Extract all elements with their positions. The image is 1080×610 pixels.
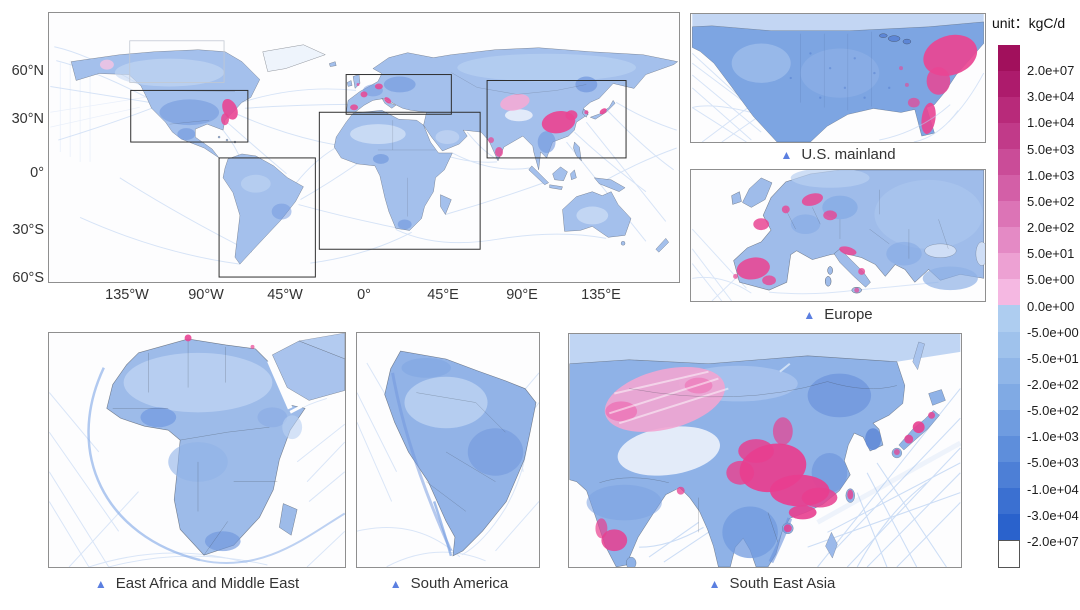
colorbar-segment	[998, 279, 1020, 306]
colorbar-segment	[998, 149, 1020, 176]
colorbar-tick-label: -1.0e+03	[1027, 429, 1079, 445]
colorbar-segment	[998, 305, 1020, 332]
colorbar-tick-label: 5.0e+02	[1027, 193, 1075, 209]
colorbar-segment	[998, 227, 1020, 254]
x-axis-tick-label: 90°E	[506, 287, 538, 303]
east-africa-map-image	[49, 333, 345, 567]
x-axis-tick-label: 0°	[357, 287, 371, 303]
colorbar-segment	[998, 409, 1020, 436]
colorbar-tick-label: 2.0e+02	[1027, 220, 1075, 236]
colorbar-segment	[998, 45, 1020, 72]
south-east-asia-panel	[568, 333, 962, 568]
colorbar-tick-label: -5.0e+03	[1027, 455, 1079, 471]
colorbar-segment	[998, 175, 1020, 202]
east-africa-label-text: East Africa and Middle East	[115, 575, 300, 592]
triangle-marker-icon: ▲	[780, 147, 793, 162]
south-east-asia-map-image	[569, 334, 961, 567]
colorbar-tick-label: 0.0e+00	[1027, 298, 1075, 314]
colorbar-segment	[998, 331, 1020, 358]
x-axis-tick-label: 135°E	[581, 287, 621, 303]
colorbar-segment	[998, 383, 1020, 410]
europe-label-text: Europe	[824, 306, 873, 323]
colorbar-segment	[998, 435, 1020, 462]
colorbar-segment	[998, 539, 1020, 568]
south-america-label: ▲ South America	[390, 575, 508, 592]
colorbar-tick-label: 1.0e+04	[1027, 115, 1075, 131]
east-africa-middle-east-panel	[48, 332, 346, 568]
colorbar-tick-label: 5.0e+03	[1027, 141, 1075, 157]
us-mainland-panel	[690, 13, 986, 143]
colorbar-segment	[998, 487, 1020, 514]
x-axis-tick-label: 135°W	[105, 287, 149, 303]
y-axis-tick-label: 30°N	[11, 111, 44, 127]
colorbar-tick-label: -5.0e+00	[1027, 324, 1079, 340]
south-east-asia-label: ▲ South East Asia	[709, 575, 836, 592]
us-mainland-label: ▲ U.S. mainland	[780, 146, 895, 163]
europe-panel	[690, 169, 986, 302]
triangle-marker-icon: ▲	[803, 307, 816, 322]
colorbar-tick-label: -3.0e+04	[1027, 507, 1079, 523]
colorbar-tick-label: -5.0e+01	[1027, 350, 1079, 366]
world-map-image	[50, 13, 679, 282]
europe-map-image	[691, 170, 985, 301]
triangle-marker-icon: ▲	[708, 576, 721, 591]
y-axis-tick-label: 60°N	[11, 63, 44, 79]
us-mainland-map-image	[691, 14, 985, 142]
y-axis-tick-label: 60°S	[12, 270, 44, 286]
triangle-marker-icon: ▲	[94, 576, 107, 591]
colorbar-tick-label: 5.0e+01	[1027, 246, 1075, 262]
europe-label: ▲ Europe	[803, 306, 872, 323]
colorbar-tick-label: 2.0e+07	[1027, 63, 1075, 79]
south-east-asia-label-text: South East Asia	[729, 575, 836, 592]
south-america-label-text: South America	[410, 575, 509, 592]
colorbar-segment	[998, 253, 1020, 280]
triangle-marker-icon: ▲	[389, 576, 402, 591]
colorbar-tick-label: 5.0e+00	[1027, 272, 1075, 288]
x-axis-tick-label: 45°E	[427, 287, 459, 303]
south-america-panel	[356, 332, 540, 568]
colorbar-segment	[998, 123, 1020, 150]
colorbar-segment	[998, 71, 1020, 98]
x-axis-tick-label: 90°W	[188, 287, 224, 303]
world-map-panel	[48, 12, 680, 283]
colorbar-segment	[998, 461, 1020, 488]
south-america-map-image	[357, 333, 539, 567]
colorbar-segments	[998, 45, 1020, 568]
colorbar-tick-label: -1.0e+04	[1027, 481, 1079, 497]
colorbar-tick-label: -5.0e+02	[1027, 403, 1079, 419]
colorbar-tick-label: -2.0e+07	[1027, 533, 1079, 549]
colorbar-ticks: 2.0e+07 3.0e+04 1.0e+04 5.0e+03 1.0e+03 5.0e+…	[1027, 45, 1080, 568]
us-mainland-label-text: U.S. mainland	[801, 146, 896, 163]
colorbar-tick-label: 1.0e+03	[1027, 167, 1075, 183]
x-axis-tick-label: 45°W	[267, 287, 303, 303]
east-africa-label: ▲ East Africa and Middle East	[95, 575, 299, 592]
colorbar-segment	[998, 357, 1020, 384]
colorbar-segment	[998, 513, 1020, 540]
legend-unit-label: unit：kgC/d	[992, 15, 1066, 31]
colorbar-tick-label: 3.0e+04	[1027, 89, 1075, 105]
y-axis-tick-label: 30°S	[12, 222, 44, 238]
colorbar-segment	[998, 201, 1020, 228]
y-axis-tick-label: 0°	[30, 165, 44, 181]
colorbar-segment	[998, 97, 1020, 124]
colorbar-tick-label: -2.0e+02	[1027, 376, 1079, 392]
